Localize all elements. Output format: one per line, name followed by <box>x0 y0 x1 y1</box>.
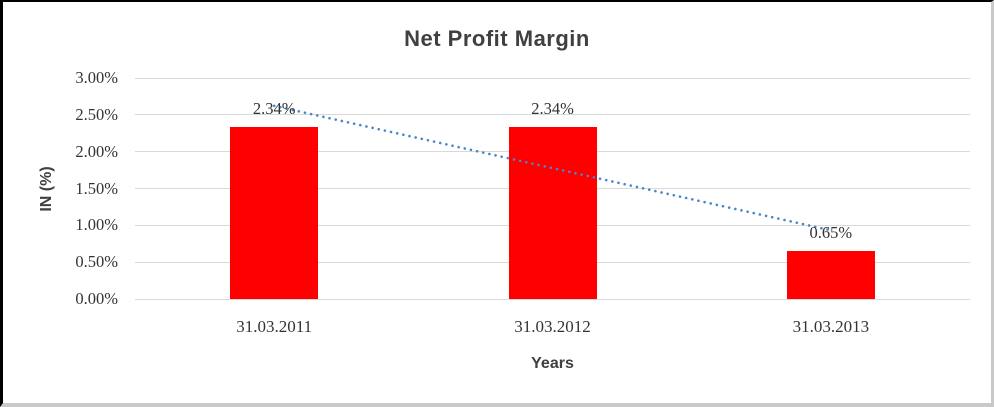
y-tick-label: 2.50% <box>75 104 118 124</box>
y-tick-label: 3.00% <box>75 68 118 87</box>
x-tick-label: 31.03.2013 <box>792 317 870 336</box>
y-tick-label: 0.50% <box>75 252 118 272</box>
bar-31.03.2013 <box>786 251 875 299</box>
x-tick-label: 31.03.2012 <box>514 317 591 336</box>
y-gridline <box>135 77 970 79</box>
data-label: 2.34% <box>252 98 296 118</box>
x-axis-title: Years <box>531 355 574 372</box>
data-label: 0.65% <box>809 223 853 243</box>
y-tick-label: 2.00% <box>75 141 118 161</box>
y-tick-label: 1.00% <box>75 215 118 235</box>
labels-layer: 31.03.2011 2.34% 31.03.2012 2.34% 31.03.2013… <box>3 2 991 403</box>
y-tick-label: 0.00% <box>75 289 118 308</box>
x-tick-label: 31.03.2011 <box>236 317 313 336</box>
chart-title: Net Profit Margin <box>404 26 590 51</box>
data-label: 2.34% <box>531 98 574 118</box>
y-tick-label: 1.50% <box>75 178 118 198</box>
x-axis-line <box>135 298 970 300</box>
